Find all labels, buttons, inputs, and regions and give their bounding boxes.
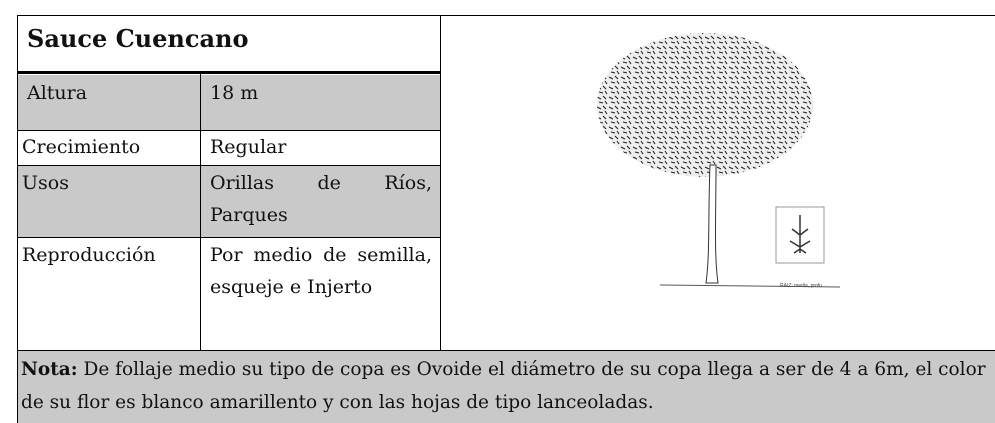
border [17, 130, 440, 131]
border [17, 350, 995, 351]
row-value: Orillas de Ríos, Parques [200, 165, 440, 237]
nota-text: De follaje medio su tipo de copa es Ovoi… [21, 359, 986, 413]
row-value: Por medio de semilla, esqueje e Injerto [210, 244, 432, 298]
nota: Nota: De follaje medio su tipo de copa e… [17, 350, 995, 423]
border [17, 165, 440, 166]
root-icon [789, 215, 811, 254]
row-label: Reproducción [22, 244, 156, 266]
tree-illustration: RAIZ: media, profu [597, 33, 841, 289]
row-label: Crecimiento [22, 136, 141, 158]
border [17, 71, 440, 74]
border [200, 73, 201, 350]
row-value: 18 m [200, 75, 440, 130]
border [17, 15, 995, 16]
root-box [775, 206, 825, 264]
row-value: Regular [210, 136, 287, 158]
row-label: Usos [17, 165, 200, 237]
title: Sauce Cuencano [27, 24, 249, 53]
border [17, 237, 440, 238]
row-label: Altura [17, 75, 200, 130]
nota-label: Nota: [21, 359, 78, 380]
image-caption: RAIZ: media, profu [780, 283, 822, 289]
ground [659, 284, 841, 288]
trunk [705, 164, 719, 284]
border [17, 15, 18, 423]
border [440, 15, 441, 350]
crown-texture [597, 33, 813, 177]
